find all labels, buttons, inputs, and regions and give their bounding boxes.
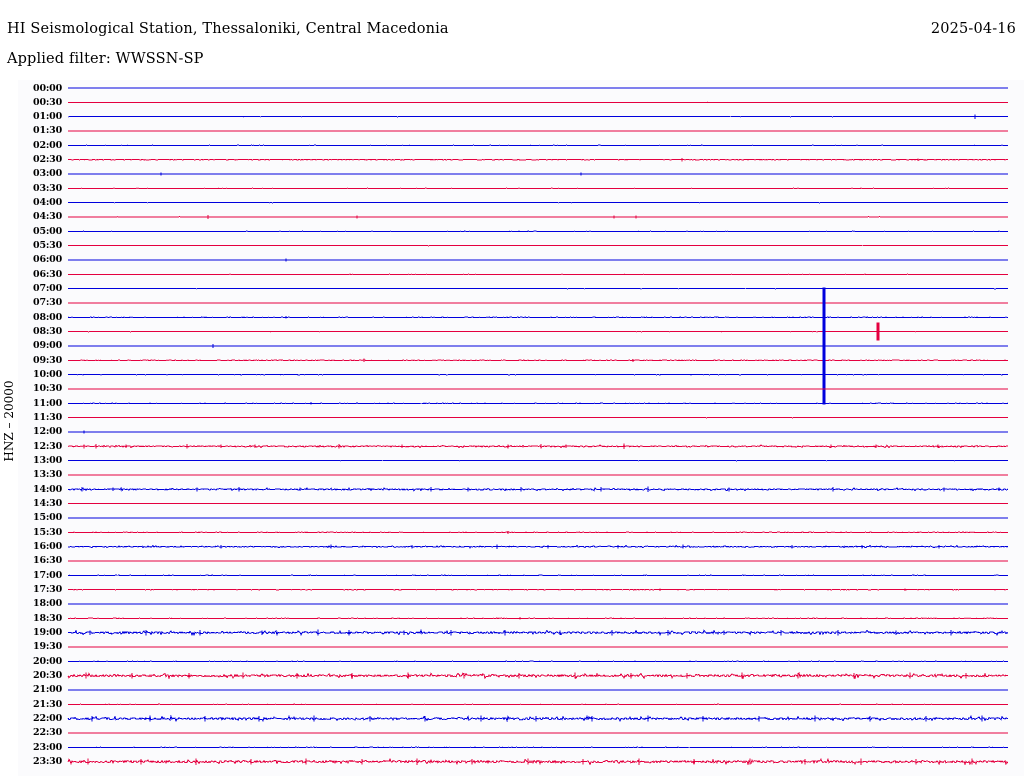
trace-line xyxy=(67,671,1009,680)
trace-line xyxy=(67,486,1009,492)
page-title: HI Seismological Station, Thessaloniki, … xyxy=(7,21,449,37)
time-label: 14:00 xyxy=(33,483,62,495)
time-label: 19:30 xyxy=(33,641,62,653)
time-label: 07:30 xyxy=(33,297,62,309)
time-label: 22:00 xyxy=(33,713,62,725)
time-label: 00:30 xyxy=(33,96,62,108)
time-label: 14:30 xyxy=(33,498,62,510)
time-label: 04:30 xyxy=(33,211,62,223)
time-label: 03:30 xyxy=(33,182,62,194)
time-label: 05:00 xyxy=(33,225,62,237)
time-label: 00:00 xyxy=(33,82,62,94)
time-label: 19:00 xyxy=(33,627,62,639)
trace-canvas xyxy=(67,87,1009,766)
time-label: 15:00 xyxy=(33,512,62,524)
time-label: 16:30 xyxy=(33,555,62,567)
time-label: 22:30 xyxy=(33,727,62,739)
time-label: 12:30 xyxy=(33,440,62,452)
time-label: 01:00 xyxy=(33,111,62,123)
time-label: 21:30 xyxy=(33,698,62,710)
record-date: 2025-04-16 xyxy=(930,21,1016,37)
time-label: 08:30 xyxy=(33,326,62,338)
applied-filter-label: Applied filter: WWSSN-SP xyxy=(7,51,204,67)
time-label: 12:00 xyxy=(33,426,62,438)
time-label: 03:00 xyxy=(33,168,62,180)
time-label: 15:30 xyxy=(33,526,62,538)
time-label: 20:30 xyxy=(33,670,62,682)
time-label: 07:00 xyxy=(33,283,62,295)
time-label: 09:00 xyxy=(33,340,62,352)
trace-line xyxy=(67,757,1009,766)
time-label: 23:00 xyxy=(33,741,62,753)
time-label: 21:00 xyxy=(33,684,62,696)
trace-line xyxy=(67,628,1009,637)
time-label: 08:00 xyxy=(33,311,62,323)
time-label: 18:30 xyxy=(33,612,62,624)
time-label: 02:30 xyxy=(33,154,62,166)
time-label: 02:00 xyxy=(33,139,62,151)
time-label: 10:00 xyxy=(33,369,62,381)
time-label: 13:00 xyxy=(33,455,62,467)
time-label: 06:30 xyxy=(33,268,62,280)
time-label: 17:30 xyxy=(33,584,62,596)
time-label: 06:00 xyxy=(33,254,62,266)
time-label: 01:30 xyxy=(33,125,62,137)
time-label: 18:00 xyxy=(33,598,62,610)
time-label: 11:00 xyxy=(33,397,62,409)
trace-line xyxy=(67,714,1009,723)
time-label: 20:00 xyxy=(33,655,62,667)
time-label: 10:30 xyxy=(33,383,62,395)
time-label: 13:30 xyxy=(33,469,62,481)
header: HI Seismological Station, Thessaloniki, … xyxy=(0,0,1024,76)
plot-surface xyxy=(18,80,1024,776)
trace-line xyxy=(67,444,1009,449)
time-label: 04:00 xyxy=(33,197,62,209)
time-label: 23:30 xyxy=(33,756,62,768)
time-label: 16:00 xyxy=(33,541,62,553)
trace-line xyxy=(67,544,1009,549)
trace-line xyxy=(67,216,1009,218)
time-label: 05:30 xyxy=(33,240,62,252)
time-label: 11:30 xyxy=(33,412,62,424)
time-label: 09:30 xyxy=(33,354,62,366)
time-label: 17:00 xyxy=(33,569,62,581)
